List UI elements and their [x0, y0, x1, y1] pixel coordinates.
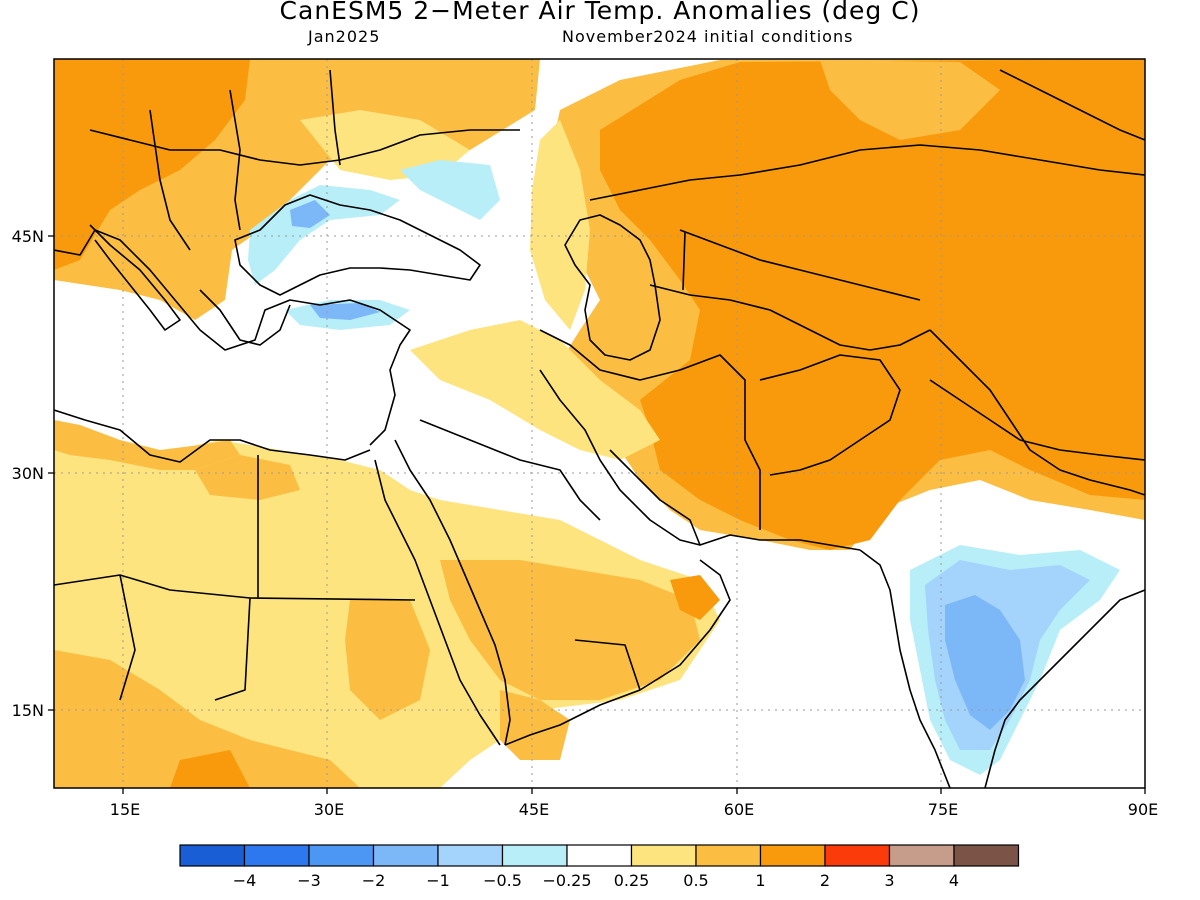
colorbar-swatch — [759, 844, 826, 867]
coast-greece-turkey — [199, 289, 291, 346]
border-uzbek — [682, 231, 686, 291]
colorbar-label: 0.5 — [683, 871, 708, 890]
lat-tick-label: 45N — [12, 227, 44, 246]
coast-red-sea-east — [394, 439, 511, 746]
field-sudan-light — [345, 600, 430, 720]
field-sahel-light — [54, 650, 360, 788]
border-kazakh-lower — [679, 229, 921, 301]
colorbar-swatch — [630, 844, 697, 867]
field-arabia-yellow-north — [410, 320, 660, 460]
colorbar-label: 1 — [755, 871, 765, 890]
field-ne-mid — [600, 59, 1145, 550]
field-libya-north — [54, 420, 240, 470]
colorbar-label: 0.25 — [614, 871, 650, 890]
field-europe-mid — [54, 59, 250, 270]
coast-black-sea — [234, 194, 481, 296]
border-arabia — [419, 419, 601, 521]
border-himalaya — [929, 379, 1145, 461]
colorbar-label: −0.5 — [483, 871, 522, 890]
colorbar-label: 4 — [949, 871, 959, 890]
border-europe-b — [149, 109, 191, 251]
lat-tick-label: 30N — [12, 464, 44, 483]
coast-mediterranean-south — [54, 409, 371, 463]
border-africa-2 — [119, 574, 136, 701]
colorbar-swatch — [308, 844, 375, 867]
colorbar-swatch — [888, 844, 955, 867]
field-oman-mid — [670, 575, 720, 620]
colorbar-label: −1 — [426, 871, 450, 890]
border-mongolia — [999, 69, 1145, 141]
anomaly-field — [54, 59, 1145, 788]
colorbar-swatch — [566, 844, 633, 867]
chart-title: CanESM5 2−Meter Air Temp. Anomalies (deg… — [279, 0, 921, 25]
border-africa-3 — [214, 597, 251, 701]
border-europe-d — [329, 69, 341, 166]
field-blacksea-lightblue — [248, 185, 400, 285]
coastlines-and-borders — [54, 69, 1145, 788]
colorbar-swatch — [824, 844, 891, 867]
colorbar-label: −3 — [297, 871, 321, 890]
field-arabia-light — [440, 560, 700, 700]
colorbar-label: −2 — [362, 871, 386, 890]
field-black-sea-blue — [290, 200, 330, 228]
lat-tick-label: 15N — [12, 701, 44, 720]
lon-tick-label: 45E — [519, 800, 549, 819]
field-india-blue2 — [945, 595, 1025, 730]
border-iran — [539, 329, 761, 530]
colorbar-label: 2 — [820, 871, 830, 890]
border-arabia-2 — [574, 639, 641, 691]
lon-tick-label: 15E — [110, 800, 140, 819]
field-caucasus-lightblue — [400, 160, 500, 220]
coast-pakistan — [699, 534, 861, 551]
colorbar-swatch — [953, 844, 1020, 867]
colorbar-label: −0.25 — [542, 871, 591, 890]
coast-arabia-south — [504, 559, 731, 746]
border-europe-a — [89, 129, 520, 166]
border-europe-c — [229, 89, 241, 231]
lon-tick-label: 90E — [1128, 800, 1158, 819]
colorbar-swatch — [437, 844, 504, 867]
initial-conditions: November2024 initial conditions — [562, 27, 854, 46]
colorbar-swatch — [501, 844, 568, 867]
colorbar-label: 3 — [884, 871, 894, 890]
field-sahel-mid — [170, 750, 250, 788]
border-africa-1 — [54, 574, 416, 601]
lon-tick-label: 75E — [928, 800, 958, 819]
coast-mediterranean-north — [54, 229, 411, 446]
coast-india-east — [984, 589, 1145, 788]
lat-lon-grid — [54, 59, 1145, 788]
lon-tick-label: 60E — [724, 800, 754, 819]
border-kazakhstan — [589, 144, 1145, 201]
colorbar-swatch — [243, 844, 310, 867]
colorbar-swatch — [695, 844, 762, 867]
lon-tick-label: 30E — [314, 800, 344, 819]
coast-india-west — [859, 549, 951, 788]
colorbar-swatch — [179, 844, 246, 867]
plot-frame — [53, 58, 1146, 789]
coast-italy — [89, 224, 181, 331]
border-china-west — [929, 329, 1145, 496]
coast-persian-gulf — [539, 369, 701, 546]
field-horn-light — [500, 690, 570, 760]
colorbar-swatch — [372, 844, 439, 867]
colorbar: −4 −3 −2 −1 −0.5 −0.25 0.25 0.5 1 2 3 4 — [179, 844, 1020, 890]
colorbar-label: −4 — [233, 871, 257, 890]
border-central-asia — [649, 284, 931, 351]
field-libya-light — [195, 455, 300, 500]
axis-ticks — [48, 235, 1146, 794]
coast-red-sea-west — [374, 459, 501, 746]
field-aegean-blue — [310, 303, 380, 320]
valid-month: Jan2025 — [308, 27, 381, 46]
field-balkan-yellow — [300, 110, 470, 180]
border-afghanistan — [759, 354, 901, 476]
field-caspian-pale — [530, 120, 590, 330]
field-ne-light-core — [820, 60, 1000, 140]
coast-caspian — [564, 214, 661, 361]
